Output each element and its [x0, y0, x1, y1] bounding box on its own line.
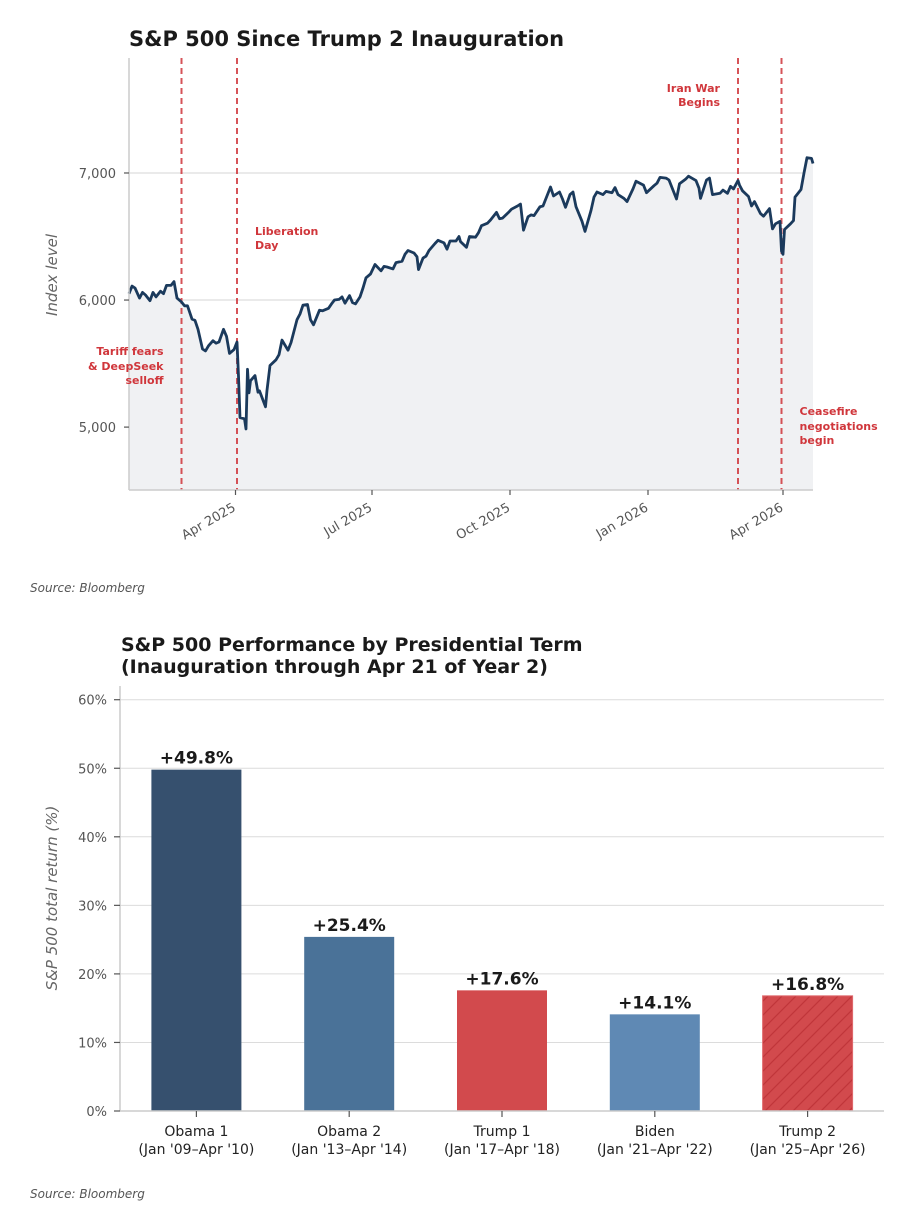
y-tick-label: 20% — [78, 968, 107, 983]
source-note: Source: Bloomberg — [30, 581, 145, 595]
y-tick-label: 6,000 — [79, 294, 116, 309]
bar-value-label: +14.1% — [618, 993, 691, 1013]
line-chart-title: S&P 500 Since Trump 2 Inauguration — [129, 27, 564, 51]
x-tick-label-period: (Jan '09–Apr '10) — [138, 1142, 254, 1158]
y-tick-label: 40% — [78, 831, 107, 846]
x-tick-label-name: Trump 1 — [472, 1124, 530, 1140]
y-axis-ticks: 5,000 6,000 7,000 — [79, 167, 129, 436]
x-tick-label-period: (Jan '21–Apr '22) — [597, 1142, 713, 1158]
bar-value-label: +16.8% — [771, 975, 844, 995]
x-tick-label-period: (Jan '17–Apr '18) — [444, 1142, 560, 1158]
event-annotation: Liberation — [255, 225, 318, 238]
x-tick-label: Oct 2025 — [454, 500, 513, 543]
x-tick-label-period: (Jan '13–Apr '14) — [291, 1142, 407, 1158]
y-tick-label: 30% — [78, 899, 107, 914]
line-chart: S&P 500 Since Trump 2 Inauguration 5,000… — [30, 27, 878, 595]
y-tick-label: 7,000 — [79, 167, 116, 182]
x-tick-label: Jul 2025 — [321, 500, 375, 540]
source-note: Source: Bloomberg — [30, 1187, 145, 1201]
bar-chart: S&P 500 Performance by Presidential Term… — [30, 634, 884, 1201]
bar-value-label: +17.6% — [465, 969, 538, 989]
event-lines — [180, 58, 783, 490]
bar-chart-title-line2: (Inauguration through Apr 21 of Year 2) — [121, 656, 548, 678]
y-axis-label: S&P 500 total return (%) — [43, 806, 61, 991]
x-tick-label-name: Obama 2 — [317, 1124, 381, 1140]
bar-trump-2 — [762, 995, 854, 1112]
x-tick-label: Apr 2025 — [179, 500, 238, 543]
event-annotation: Tariff fears — [96, 345, 164, 358]
y-tick-label: 60% — [78, 694, 107, 709]
event-annotation: selloff — [125, 374, 163, 387]
event-annotation: & DeepSeek — [88, 360, 164, 373]
y-axis-ticks: 0% 10% 20% 30% 40% 50% 60% — [78, 694, 120, 1120]
bar-trump-1 — [457, 990, 547, 1111]
x-tick-label-name: Trump 2 — [778, 1124, 836, 1140]
x-tick-label-name: Obama 1 — [164, 1124, 228, 1140]
y-axis-label: Index level — [43, 233, 61, 316]
event-annotation: Day — [255, 239, 278, 252]
x-tick-label: Jan 2026 — [593, 500, 651, 542]
bar-value-label: +25.4% — [313, 916, 386, 936]
bars: +49.8% +25.4% +17.6% +14.1% +16.8% — [151, 749, 854, 1112]
area-fill — [129, 157, 813, 490]
y-tick-label: 0% — [86, 1105, 107, 1120]
bar-obama-1 — [151, 769, 242, 1111]
x-axis-ticks: Obama 1 (Jan '09–Apr '10) Obama 2 (Jan '13–… — [138, 1111, 866, 1158]
event-annotation: negotiations — [800, 420, 879, 433]
bar-chart-title-line1: S&P 500 Performance by Presidential Term — [121, 634, 583, 656]
x-tick-label: Apr 2026 — [727, 500, 786, 543]
bar-obama-2 — [304, 936, 395, 1111]
y-tick-label: 5,000 — [79, 421, 116, 436]
y-tick-label: 50% — [78, 762, 107, 777]
bar-biden — [609, 1014, 700, 1111]
y-tick-label: 10% — [78, 1036, 107, 1051]
x-axis-ticks: Apr 2025 Jul 2025 Oct 2025 Jan 2026 Apr 2026 — [179, 490, 786, 543]
event-annotation: Ceasefire — [800, 405, 858, 418]
axes — [128, 58, 813, 491]
event-annotation: Iran War — [667, 82, 721, 95]
x-tick-label-period: (Jan '25–Apr '26) — [750, 1142, 866, 1158]
bar-value-label: +49.8% — [160, 749, 233, 769]
event-annotation: begin — [800, 434, 835, 447]
event-annotation: Begins — [678, 96, 720, 109]
x-tick-label-name: Biden — [635, 1124, 675, 1140]
sp500-line — [127, 156, 815, 431]
